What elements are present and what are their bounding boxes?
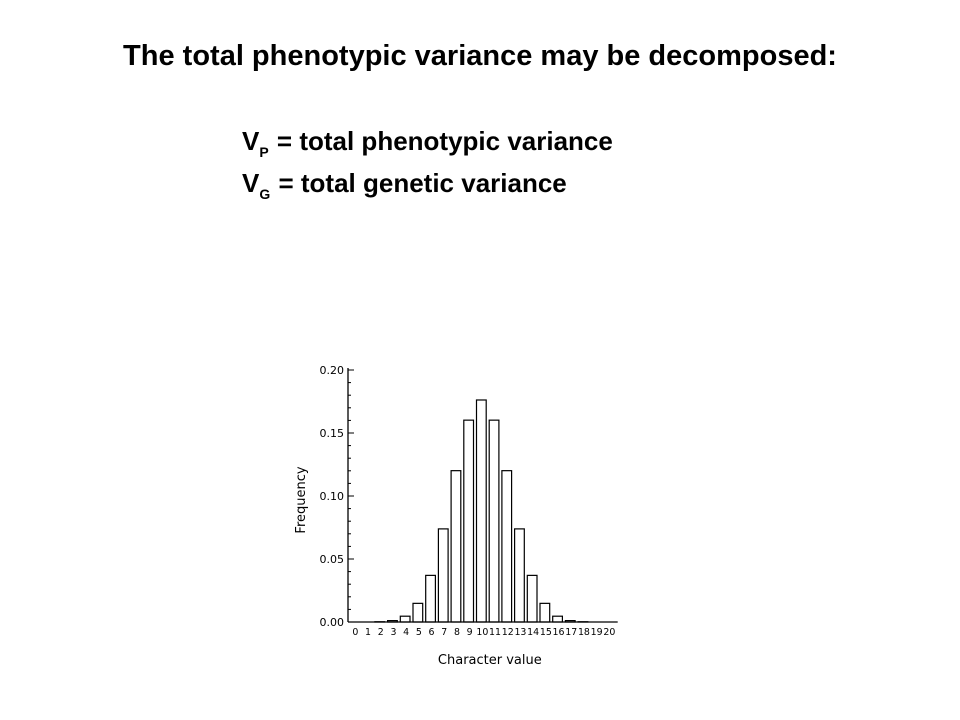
x-tick-label: 7: [441, 627, 447, 638]
histogram-bar: [513, 528, 525, 623]
histogram-bar: [488, 419, 500, 623]
histogram-bar: [526, 574, 538, 623]
y-tick-label: 0.00: [320, 616, 345, 629]
y-tick-label: 0.10: [320, 490, 345, 503]
x-tick-label: 0: [352, 627, 358, 638]
x-tick-label: 3: [390, 627, 396, 638]
x-tick-label: 4: [403, 627, 409, 638]
x-tick-label: 2: [378, 627, 384, 638]
histogram-bar: [425, 574, 437, 623]
histogram-bar: [450, 470, 462, 623]
x-tick-label: 16: [553, 627, 565, 638]
definition-vg: VG = total genetic variance: [242, 164, 613, 206]
y-axis-title: Frequency: [294, 466, 309, 533]
definition-text: = total phenotypic variance: [276, 126, 613, 156]
x-tick-label: 13: [514, 627, 526, 638]
histogram-bar: [539, 602, 551, 623]
x-tick-label: 10: [476, 627, 488, 638]
slide-title: The total phenotypic variance may be dec…: [123, 40, 837, 72]
x-tick-label: 1: [365, 627, 371, 638]
histogram-bar: [412, 602, 424, 623]
x-tick-label: 11: [489, 627, 501, 638]
x-tick-label: 6: [429, 627, 435, 638]
definition-subscript: G: [259, 186, 271, 202]
definition-subscript: P: [259, 144, 269, 160]
y-tick-label: 0.20: [320, 364, 345, 377]
histogram-bar: [437, 528, 449, 623]
definition-text: = total genetic variance: [278, 168, 567, 198]
x-tick-label: 15: [540, 627, 552, 638]
variance-definitions: VP = total phenotypic variance VG = tota…: [242, 122, 613, 206]
histogram-bar: [399, 615, 411, 623]
x-tick-label: 20: [603, 627, 615, 638]
x-tick-label: 14: [527, 627, 539, 638]
x-tick-label: 18: [578, 627, 590, 638]
histogram-bar: [501, 470, 513, 623]
definition-vp: VP = total phenotypic variance: [242, 122, 613, 164]
x-tick-label: 9: [467, 627, 473, 638]
x-tick-label: 5: [416, 627, 422, 638]
x-tick-label: 12: [502, 627, 514, 638]
y-tick-label: 0.05: [320, 553, 345, 566]
x-tick-label: 19: [591, 627, 603, 638]
histogram-bar: [552, 615, 564, 623]
histogram-bar: [475, 399, 487, 623]
histogram-bar: [463, 419, 475, 623]
x-axis-title: Character value: [438, 653, 542, 668]
definition-symbol: V: [242, 126, 260, 156]
x-tick-label: 17: [565, 627, 577, 638]
definition-symbol: V: [242, 168, 260, 198]
y-tick-label: 0.15: [320, 427, 345, 440]
x-tick-label: 8: [454, 627, 460, 638]
